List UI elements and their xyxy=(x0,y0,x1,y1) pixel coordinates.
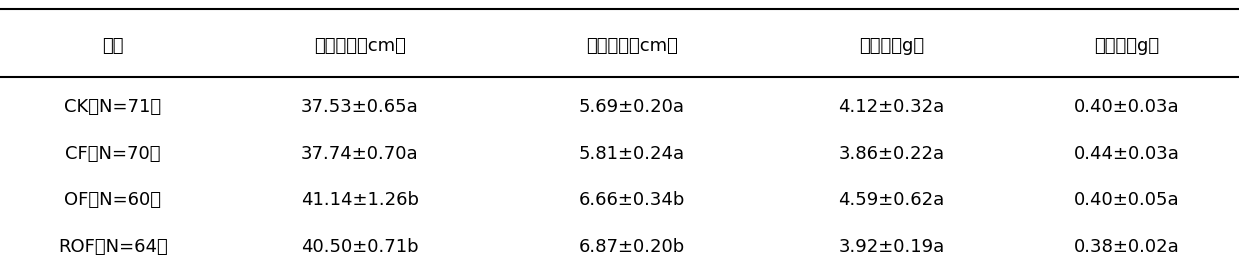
Text: 处理: 处理 xyxy=(102,37,124,55)
Text: 3.86±0.22a: 3.86±0.22a xyxy=(839,145,944,163)
Text: 41.14±1.26b: 41.14±1.26b xyxy=(301,191,419,209)
Text: CK（N=71）: CK（N=71） xyxy=(64,98,161,116)
Text: 6.87±0.20b: 6.87±0.20b xyxy=(579,238,685,256)
Text: 4.59±0.62a: 4.59±0.62a xyxy=(839,191,944,209)
Text: 植株高度（cm）: 植株高度（cm） xyxy=(313,37,406,55)
Text: 6.66±0.34b: 6.66±0.34b xyxy=(579,191,685,209)
Text: 单株重（g）: 单株重（g） xyxy=(859,37,924,55)
Text: 0.38±0.02a: 0.38±0.02a xyxy=(1073,238,1180,256)
Text: ROF（N=64）: ROF（N=64） xyxy=(58,238,167,256)
Text: 40.50±0.71b: 40.50±0.71b xyxy=(301,238,419,256)
Text: 4.12±0.32a: 4.12±0.32a xyxy=(839,98,944,116)
Text: 5.81±0.24a: 5.81±0.24a xyxy=(579,145,685,163)
Text: 0.40±0.05a: 0.40±0.05a xyxy=(1073,191,1180,209)
Text: 5.69±0.20a: 5.69±0.20a xyxy=(579,98,685,116)
Text: 单根重（g）: 单根重（g） xyxy=(1094,37,1158,55)
Text: 0.40±0.03a: 0.40±0.03a xyxy=(1073,98,1180,116)
Text: 3.92±0.19a: 3.92±0.19a xyxy=(839,238,944,256)
Text: 0.44±0.03a: 0.44±0.03a xyxy=(1073,145,1180,163)
Text: 37.74±0.70a: 37.74±0.70a xyxy=(301,145,419,163)
Text: OF（N=60）: OF（N=60） xyxy=(64,191,161,209)
Text: 37.53±0.65a: 37.53±0.65a xyxy=(301,98,419,116)
Text: CF（N=70）: CF（N=70） xyxy=(64,145,160,163)
Text: 根系长度（cm）: 根系长度（cm） xyxy=(586,37,678,55)
